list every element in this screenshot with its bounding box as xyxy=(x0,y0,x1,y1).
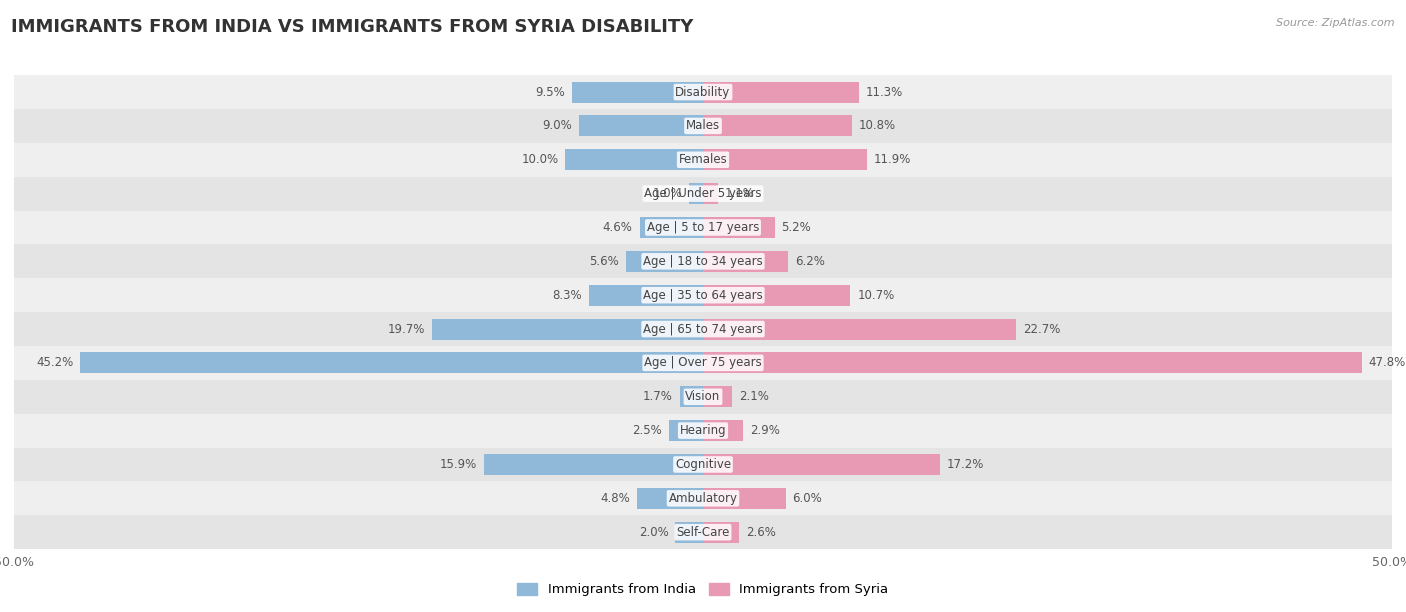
Bar xyxy=(589,285,703,305)
Text: 9.0%: 9.0% xyxy=(543,119,572,132)
Bar xyxy=(14,244,1392,278)
Bar xyxy=(703,251,789,272)
Text: Females: Females xyxy=(679,153,727,166)
Text: Vision: Vision xyxy=(685,390,721,403)
Text: Self-Care: Self-Care xyxy=(676,526,730,539)
Text: 6.2%: 6.2% xyxy=(796,255,825,268)
Text: 10.7%: 10.7% xyxy=(858,289,894,302)
Text: 1.0%: 1.0% xyxy=(652,187,682,200)
Bar xyxy=(675,521,703,543)
Bar xyxy=(14,143,1392,177)
Bar xyxy=(703,386,733,407)
Bar xyxy=(14,515,1392,549)
Bar xyxy=(579,116,703,136)
Bar xyxy=(703,116,852,136)
Text: Males: Males xyxy=(686,119,720,132)
Text: 10.0%: 10.0% xyxy=(522,153,558,166)
Bar xyxy=(703,454,941,475)
Text: Cognitive: Cognitive xyxy=(675,458,731,471)
Text: 5.2%: 5.2% xyxy=(782,221,811,234)
Text: Hearing: Hearing xyxy=(679,424,727,437)
Text: Age | 18 to 34 years: Age | 18 to 34 years xyxy=(643,255,763,268)
Text: 2.5%: 2.5% xyxy=(631,424,662,437)
Bar xyxy=(703,81,859,103)
Text: 10.8%: 10.8% xyxy=(859,119,896,132)
Bar xyxy=(14,447,1392,482)
Bar xyxy=(703,420,742,441)
Text: 47.8%: 47.8% xyxy=(1368,356,1406,370)
Text: 2.6%: 2.6% xyxy=(745,526,776,539)
Bar xyxy=(14,312,1392,346)
Bar xyxy=(484,454,703,475)
Bar xyxy=(703,285,851,305)
Text: 5.6%: 5.6% xyxy=(589,255,619,268)
Text: Source: ZipAtlas.com: Source: ZipAtlas.com xyxy=(1277,18,1395,28)
Bar xyxy=(80,353,703,373)
Text: 45.2%: 45.2% xyxy=(37,356,73,370)
Text: Disability: Disability xyxy=(675,86,731,99)
Bar xyxy=(703,521,738,543)
Text: 11.3%: 11.3% xyxy=(866,86,903,99)
Text: 8.3%: 8.3% xyxy=(553,289,582,302)
Text: 22.7%: 22.7% xyxy=(1022,323,1060,335)
Text: 2.1%: 2.1% xyxy=(738,390,769,403)
Bar xyxy=(14,109,1392,143)
Bar xyxy=(689,183,703,204)
Text: 2.0%: 2.0% xyxy=(638,526,669,539)
Bar xyxy=(14,482,1392,515)
Bar xyxy=(14,414,1392,447)
Legend: Immigrants from India, Immigrants from Syria: Immigrants from India, Immigrants from S… xyxy=(512,578,894,602)
Text: Age | 5 to 17 years: Age | 5 to 17 years xyxy=(647,221,759,234)
Text: 4.8%: 4.8% xyxy=(600,492,630,505)
Bar xyxy=(703,488,786,509)
Bar xyxy=(703,319,1015,340)
Text: Age | 65 to 74 years: Age | 65 to 74 years xyxy=(643,323,763,335)
Text: 6.0%: 6.0% xyxy=(793,492,823,505)
Text: 15.9%: 15.9% xyxy=(440,458,477,471)
Bar xyxy=(14,278,1392,312)
Bar xyxy=(14,177,1392,211)
Bar xyxy=(565,149,703,170)
Bar xyxy=(703,183,718,204)
Bar xyxy=(626,251,703,272)
Text: 11.9%: 11.9% xyxy=(875,153,911,166)
Bar xyxy=(14,75,1392,109)
Text: 1.7%: 1.7% xyxy=(643,390,672,403)
Bar xyxy=(14,346,1392,380)
Bar xyxy=(14,380,1392,414)
Text: Age | 35 to 64 years: Age | 35 to 64 years xyxy=(643,289,763,302)
Bar xyxy=(14,211,1392,244)
Bar xyxy=(572,81,703,103)
Text: 9.5%: 9.5% xyxy=(536,86,565,99)
Bar xyxy=(432,319,703,340)
Text: Age | Under 5 years: Age | Under 5 years xyxy=(644,187,762,200)
Text: Ambulatory: Ambulatory xyxy=(668,492,738,505)
Bar xyxy=(679,386,703,407)
Bar xyxy=(640,217,703,238)
Bar xyxy=(637,488,703,509)
Bar xyxy=(703,149,868,170)
Text: 4.6%: 4.6% xyxy=(603,221,633,234)
Text: 19.7%: 19.7% xyxy=(387,323,425,335)
Text: Age | Over 75 years: Age | Over 75 years xyxy=(644,356,762,370)
Bar xyxy=(703,353,1361,373)
Text: 1.1%: 1.1% xyxy=(725,187,755,200)
Text: IMMIGRANTS FROM INDIA VS IMMIGRANTS FROM SYRIA DISABILITY: IMMIGRANTS FROM INDIA VS IMMIGRANTS FROM… xyxy=(11,18,693,36)
Bar xyxy=(669,420,703,441)
Text: 2.9%: 2.9% xyxy=(749,424,780,437)
Bar xyxy=(703,217,775,238)
Text: 17.2%: 17.2% xyxy=(946,458,984,471)
